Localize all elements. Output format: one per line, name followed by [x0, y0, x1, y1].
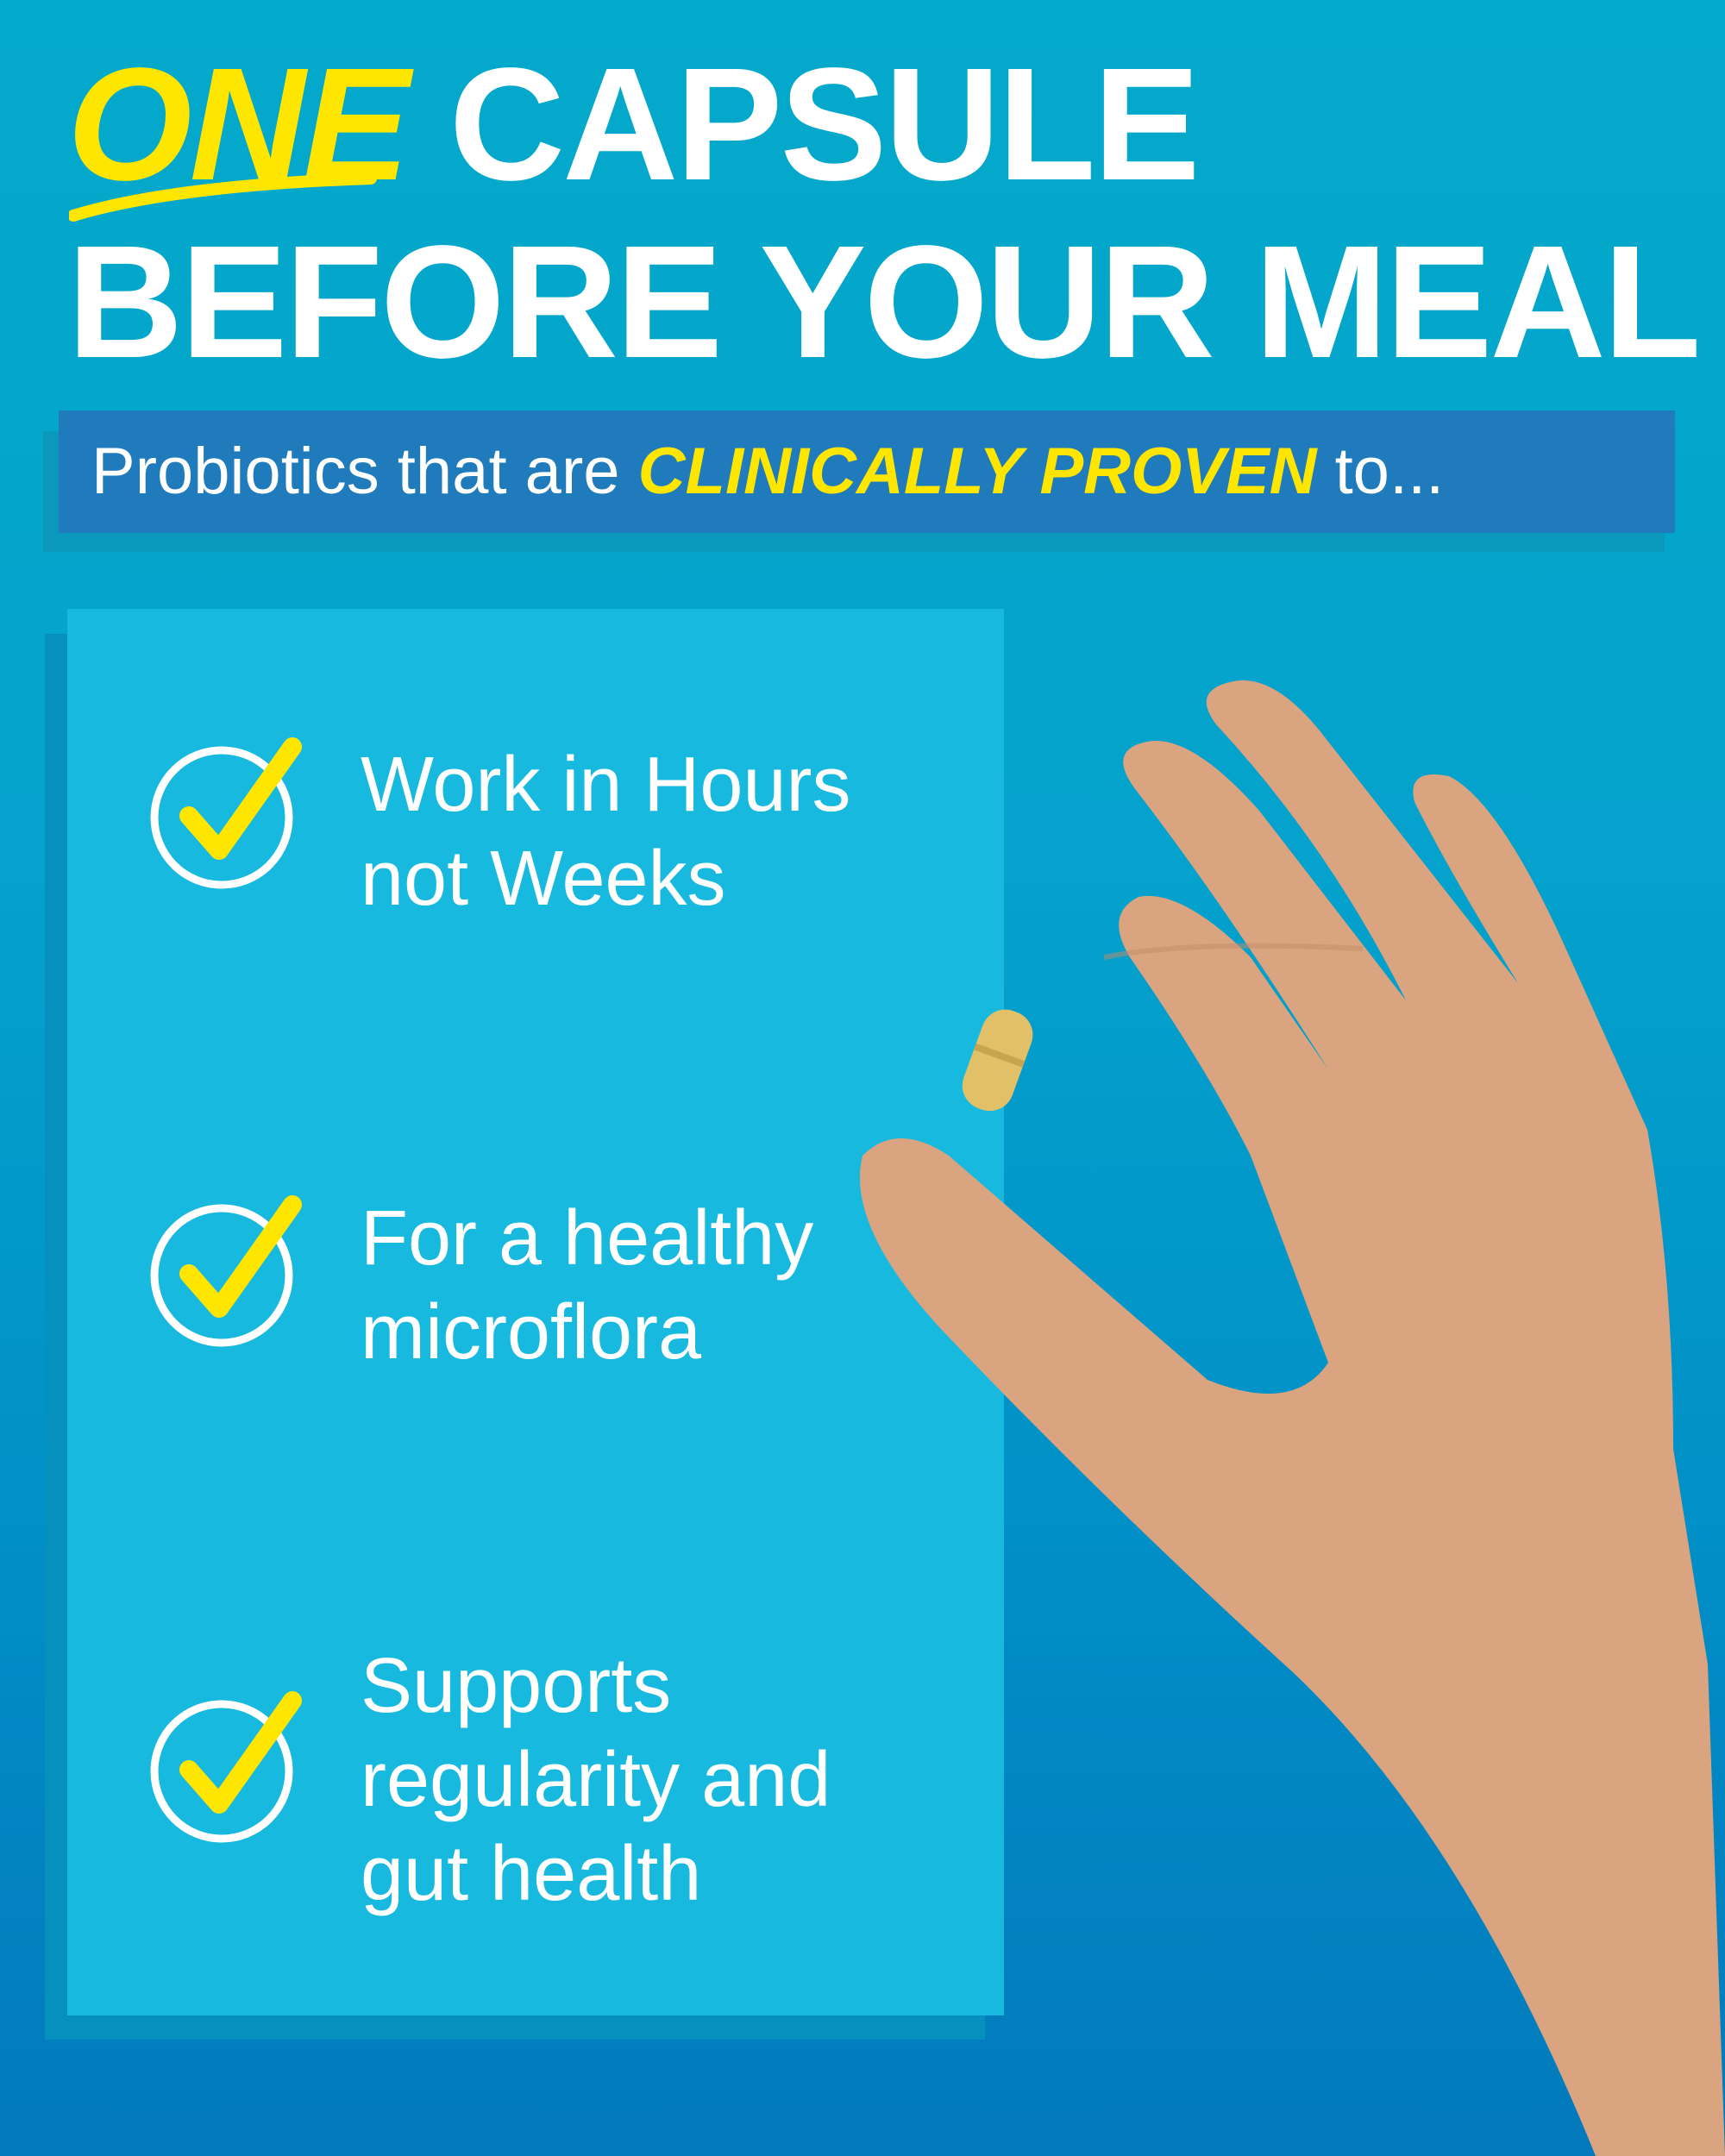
benefits-panel: Work in Hours not Weeks For a healthy micr… [67, 609, 1004, 2015]
hand-shape [859, 680, 1725, 2156]
check-circle-icon [150, 1195, 302, 1347]
benefit-line: Supports [361, 1643, 672, 1729]
banner-highlight: CLINICALLY PROVEN [637, 435, 1317, 508]
headline-rest: CAPSULE [448, 35, 1201, 214]
yellow-underline-icon [69, 172, 377, 222]
headline-line-1: ONE CAPSULE [67, 45, 1201, 205]
headline-line-2: BEFORE YOUR MEAL [67, 213, 1701, 392]
benefit-line: For a healthy [361, 1195, 814, 1282]
capsule-icon [962, 1009, 1033, 1112]
benefit-line: Work in Hours [361, 742, 851, 828]
check-circle-icon [150, 737, 302, 889]
hand-holding-capsule-image [859, 680, 1725, 2156]
subheadline-banner: Probiotics that are CLINICALLY PROVEN to… [59, 411, 1675, 533]
benefit-text: Supports regularity and gut health [361, 1639, 982, 1921]
banner-suffix: to... [1316, 435, 1445, 508]
check-circle-icon [150, 1691, 302, 1843]
benefit-line: gut health [361, 1831, 702, 1917]
benefit-text: For a healthy microflora [361, 1192, 982, 1380]
banner-prefix: Probiotics that are [91, 435, 638, 508]
benefit-line: microflora [361, 1289, 702, 1376]
benefit-text: Work in Hours not Weeks [361, 738, 982, 926]
benefit-line: not Weeks [361, 836, 726, 922]
benefit-line: regularity and [361, 1737, 831, 1823]
